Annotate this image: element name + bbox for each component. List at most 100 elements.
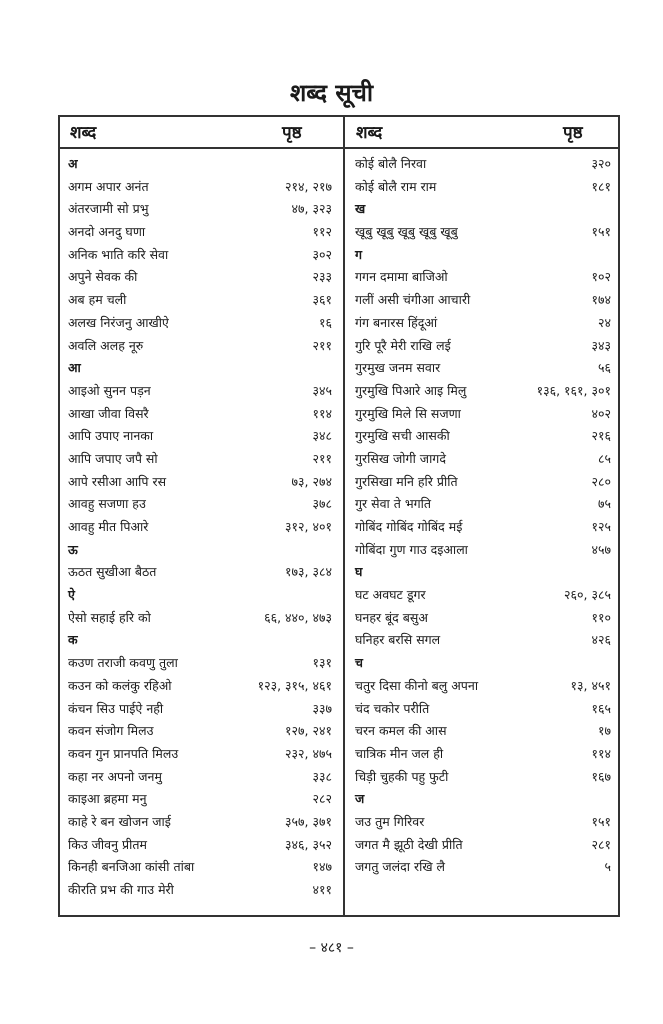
entry-pages: ४२६ bbox=[591, 632, 611, 648]
section-heading: ऐ bbox=[68, 584, 332, 607]
entry-pages: ११० bbox=[591, 609, 611, 625]
entry-pages: १३१ bbox=[312, 655, 332, 671]
entry-pages: १३, ४५१ bbox=[570, 677, 611, 693]
entry-word: खूबु खूबु खूबु खूबु खूबु bbox=[355, 224, 458, 240]
entry-word: अनदो अनदु घणा bbox=[68, 224, 146, 240]
index-entry: आवहु सजणा हउ ३७८ bbox=[68, 493, 332, 516]
entry-word: ऊठत सुखीआ बैठत bbox=[68, 564, 157, 580]
entry-word: आइओ सुनन पड़न bbox=[68, 382, 151, 398]
entry-pages: ३३८ bbox=[312, 768, 332, 784]
entry-pages: १२५ bbox=[591, 519, 611, 534]
entry-word: कवन संजोग मिलउ bbox=[68, 723, 154, 739]
entry-pages: ४०२ bbox=[591, 405, 611, 421]
entry-pages: ३०२ bbox=[312, 246, 332, 262]
entry-pages: ११२ bbox=[312, 224, 332, 240]
entry-word: घनिहर बरसि सगल bbox=[355, 632, 441, 648]
entry-pages: ३१२, ४०१ bbox=[285, 519, 332, 534]
section-heading: ग bbox=[355, 244, 611, 267]
entry-pages: १८१ bbox=[591, 178, 611, 194]
index-entry: काइआ ब्रहमा मनु २८२ bbox=[68, 788, 332, 811]
entry-pages: ३४३ bbox=[591, 337, 611, 353]
index-entry: कउन को कलंकु रहिओ १२३, ३१५, ४६१ bbox=[68, 675, 332, 698]
index-entry: गुरमुखि पिआरे आइ मिलु १३६, १६१, ३०१ bbox=[355, 380, 611, 403]
entry-word: अंतरजामी सो प्रभु bbox=[68, 201, 149, 217]
index-entry: अब हम चली ३६१ bbox=[68, 289, 332, 312]
entry-word: चरन कमल की आस bbox=[355, 723, 447, 739]
entry-pages: २३३ bbox=[312, 269, 332, 285]
entry-word: किउ जीवनु प्रीतम bbox=[68, 836, 147, 852]
entry-pages: २६०, ३८५ bbox=[564, 587, 611, 603]
entry-word: गुर सेवा ते भगति bbox=[355, 496, 432, 512]
entry-word: घट अवघट डूगर bbox=[355, 587, 426, 603]
index-entry: घट अवघट डूगर २६०, ३८५ bbox=[355, 584, 611, 607]
entry-pages: २८० bbox=[591, 473, 611, 489]
index-entry: घनहर बूंद बसुअ ११० bbox=[355, 607, 611, 630]
index-entry: जगत मै झूठी देखी प्रीति २८१ bbox=[355, 834, 611, 857]
entry-pages: १५१ bbox=[591, 224, 611, 240]
section-heading: क bbox=[68, 629, 332, 652]
entry-pages: २११ bbox=[312, 450, 332, 466]
entry-pages: २३२, ४७५ bbox=[285, 745, 332, 761]
index-entry: गगन दमामा बाजिओ १०२ bbox=[355, 266, 611, 289]
entry-word: गगन दमामा बाजिओ bbox=[355, 269, 448, 285]
entry-word: ऊ bbox=[68, 541, 78, 557]
entry-word: चात्रिक मीन जल ही bbox=[355, 745, 444, 761]
entry-pages: २८१ bbox=[591, 836, 611, 852]
index-entry: कंचन सिउ पाईऐ नही ३३७ bbox=[68, 698, 332, 721]
entry-word: आखा जीवा विसरै bbox=[68, 405, 149, 421]
entry-pages: १६७ bbox=[591, 768, 611, 784]
entry-word: आपे रसीआ आपि रस bbox=[68, 473, 167, 489]
right-column: कोई बोलै निरवा ३२० कोई बोलै राम राम १८१ ख खूब… bbox=[355, 153, 611, 879]
entry-pages: १६५ bbox=[591, 700, 611, 716]
left-column: अ अगम अपार अनंत २१४, २१७ अंतरजामी सो प्रभु ४… bbox=[68, 153, 332, 902]
entry-word: ऐसो सहाई हरि को bbox=[68, 609, 151, 625]
index-entry: गुरसिखा मनि हरि प्रीति २८० bbox=[355, 471, 611, 494]
entry-word: चिड़ी चुहकी पहु फुटी bbox=[355, 768, 449, 784]
index-entry: ऊठत सुखीआ बैठत १७३, ३८४ bbox=[68, 561, 332, 584]
entry-word: किनही बनजिआ कांसी तांबा bbox=[68, 859, 195, 875]
entry-word: अ bbox=[68, 156, 78, 171]
entry-word: आ bbox=[68, 360, 81, 376]
entry-word: कोई बोलै निरवा bbox=[355, 156, 427, 171]
index-entry: कवन संजोग मिलउ १२७, २४१ bbox=[68, 720, 332, 743]
index-entry: आइओ सुनन पड़न ३४५ bbox=[68, 380, 332, 403]
entry-pages: ५६ bbox=[597, 360, 611, 376]
entry-word: घ bbox=[355, 564, 363, 580]
index-entry: कवन गुन प्रानपति मिलउ २३२, ४७५ bbox=[68, 743, 332, 766]
index-entry: चतुर दिसा कीनो बलु अपना १३, ४५१ bbox=[355, 675, 611, 698]
entry-word: जउ तुम गिरिवर bbox=[355, 813, 425, 829]
index-entry: गुरि पूरै मेरी राखि लई ३४३ bbox=[355, 335, 611, 358]
entry-pages: १२७, २४१ bbox=[285, 723, 332, 739]
entry-pages: ८५ bbox=[597, 450, 611, 466]
entry-pages: ३६१ bbox=[312, 292, 332, 308]
entry-word: कहा नर अपनो जनमु bbox=[68, 768, 162, 784]
index-entry: गुर सेवा ते भगति ७५ bbox=[355, 493, 611, 516]
entry-word: गुरमुख जनम सवार bbox=[355, 360, 441, 376]
index-entry: जउ तुम गिरिवर १५१ bbox=[355, 811, 611, 834]
entry-word: ग bbox=[355, 246, 363, 262]
entry-pages: १३६, १६१, ३०१ bbox=[536, 382, 611, 398]
header-page-right: पृष्ठ bbox=[563, 123, 583, 143]
header-word-left: शब्द bbox=[70, 123, 97, 143]
index-entry: अनदो अनदु घणा ११२ bbox=[68, 221, 332, 244]
index-entry: गुरमुखि मिले सि सजणा ४०२ bbox=[355, 403, 611, 426]
entry-word: गुरमुखि पिआरे आइ मिलु bbox=[355, 382, 467, 398]
section-heading: ऊ bbox=[68, 539, 332, 562]
entry-word: घनहर बूंद बसुअ bbox=[355, 609, 428, 625]
entry-pages: १७ bbox=[597, 723, 611, 739]
entry-word: अब हम चली bbox=[68, 292, 127, 308]
entry-word: कोई बोलै राम राम bbox=[355, 178, 437, 194]
index-entry: गंग बनारस हिंदूआं २४ bbox=[355, 312, 611, 335]
section-heading: घ bbox=[355, 561, 611, 584]
entry-pages: १७३, ३८४ bbox=[285, 564, 332, 580]
index-entry: ऐसो सहाई हरि को ६६, ४४०, ४७३ bbox=[68, 607, 332, 630]
index-entry: गुरसिख जोगी जागदे ८५ bbox=[355, 448, 611, 471]
index-entry: गलीं असी चंगीआ आचारी १७४ bbox=[355, 289, 611, 312]
entry-word: गंग बनारस हिंदूआं bbox=[355, 314, 438, 330]
entry-pages: ३५७, ३७१ bbox=[285, 813, 332, 829]
entry-word: कवन गुन प्रानपति मिलउ bbox=[68, 745, 179, 761]
entry-word: गोबिंदा गुण गाउ दइआला bbox=[355, 541, 468, 557]
index-entry: गोबिंद गोबिंद गोबिंद मई १२५ bbox=[355, 516, 611, 539]
index-entry: काहे रे बन खोजन जाई ३५७, ३७१ bbox=[68, 811, 332, 834]
entry-word: आपि उपाए नानका bbox=[68, 428, 154, 444]
